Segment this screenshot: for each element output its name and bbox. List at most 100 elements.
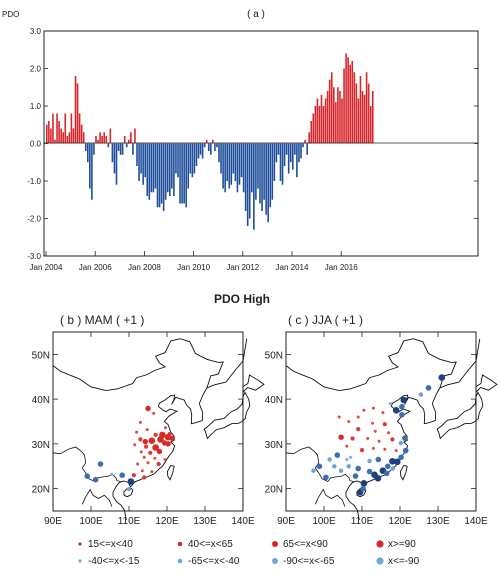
bar-negative	[289, 143, 292, 163]
bar-negative	[281, 143, 284, 185]
bar-negative	[132, 143, 134, 155]
station-point	[148, 450, 153, 455]
station-point	[385, 463, 391, 470]
island-taiwan	[399, 464, 408, 481]
y-tick-label: 0.0	[30, 140, 42, 149]
station-point	[345, 444, 349, 448]
bar-negative	[187, 143, 190, 189]
bar-positive	[355, 83, 358, 144]
station-point	[133, 443, 137, 447]
bar-positive	[70, 113, 73, 144]
legend-marker	[272, 541, 278, 547]
station-point	[366, 437, 370, 440]
bar-positive	[58, 121, 60, 144]
coastline	[345, 387, 441, 521]
bar-positive	[50, 128, 52, 144]
bar-negative	[253, 143, 255, 230]
station-point	[373, 429, 377, 433]
bar-positive	[337, 87, 339, 144]
x-ticks: Jan 2004 Jan 2006 Jan 2008 Jan 2010 Jan 2012…	[30, 251, 358, 272]
bar-negative	[175, 143, 177, 174]
station-points	[311, 374, 446, 496]
legend-label: -65<=x<-40	[188, 556, 240, 567]
legend-label: 65<=x<90	[283, 539, 328, 550]
station-point	[398, 440, 403, 446]
station-point	[338, 468, 344, 473]
bar-negative	[275, 143, 278, 163]
bar-positive	[54, 139, 56, 144]
station-point	[145, 405, 151, 412]
station-point	[381, 411, 385, 415]
bar-negative	[216, 143, 218, 148]
panel-a-label: ( a )	[247, 9, 265, 20]
station-point	[360, 485, 366, 492]
station-point	[311, 468, 316, 473]
legend-marker	[78, 542, 82, 546]
bar-negative	[136, 143, 138, 166]
station-point	[399, 403, 405, 410]
bar-positive	[361, 91, 364, 144]
bar-negative	[115, 143, 118, 185]
station-point	[138, 437, 143, 442]
station-point	[367, 458, 372, 464]
bar-positive	[363, 94, 366, 144]
bar-positive	[310, 121, 313, 144]
bar-negative	[251, 143, 253, 193]
station-point	[346, 464, 351, 469]
bar-positive	[371, 91, 374, 144]
station-point	[156, 461, 161, 467]
bar-positive	[341, 98, 343, 144]
station-point	[144, 444, 149, 449]
bar-negative	[300, 143, 302, 159]
station-point	[356, 415, 360, 419]
bar-negative	[220, 143, 222, 174]
bar-negative	[107, 143, 110, 148]
bar-positive	[74, 76, 77, 144]
station-point	[136, 462, 140, 466]
bar-positive	[353, 72, 356, 144]
bar-negative	[125, 143, 128, 148]
x-tick-label: 120E	[155, 516, 179, 527]
station-point	[338, 434, 344, 440]
station-point	[399, 412, 405, 418]
bar-negative	[248, 143, 251, 219]
coastline	[206, 338, 248, 389]
station-point	[352, 473, 359, 479]
x-tick-label: Jan 2006	[79, 263, 112, 272]
station-point	[169, 435, 175, 442]
bar-negative	[294, 143, 296, 155]
bar-negative	[277, 143, 280, 155]
station-point	[355, 465, 362, 472]
map-ticks: 90E 100E 110E 120E 130E 140E 20N 30N 40N 50N	[32, 332, 255, 527]
bar-negative	[121, 143, 124, 155]
bar-negative	[203, 143, 206, 148]
bar-negative	[296, 143, 298, 178]
bar-positive	[326, 91, 329, 144]
station-point	[360, 480, 368, 487]
station-point	[157, 436, 164, 443]
bar-positive	[205, 139, 208, 144]
bar-positive	[335, 102, 337, 144]
station-point	[347, 420, 351, 423]
bar-negative	[84, 143, 87, 151]
station-point	[400, 396, 408, 404]
bar-positive	[103, 132, 105, 144]
station-point	[394, 449, 398, 453]
station-point	[138, 420, 142, 424]
legend-marker	[376, 540, 384, 548]
x-tick-label: 100E	[79, 516, 103, 527]
station-point	[398, 454, 404, 461]
y-tick-label: 20N	[32, 485, 50, 496]
coastline	[112, 387, 208, 521]
legend-marker	[177, 541, 183, 547]
bar-negative	[169, 143, 171, 196]
bar-positive	[314, 106, 317, 144]
map-ticks: 90E 100E 110E 120E 130E 140E 20N 30N 40N 50N	[265, 332, 488, 527]
bar-positive	[99, 132, 101, 144]
bar-negative	[228, 143, 231, 189]
bar-negative	[265, 143, 267, 215]
bar-positive	[56, 113, 58, 144]
bar-positive	[343, 68, 345, 144]
station-point	[371, 406, 375, 410]
bar-positive	[212, 139, 214, 144]
